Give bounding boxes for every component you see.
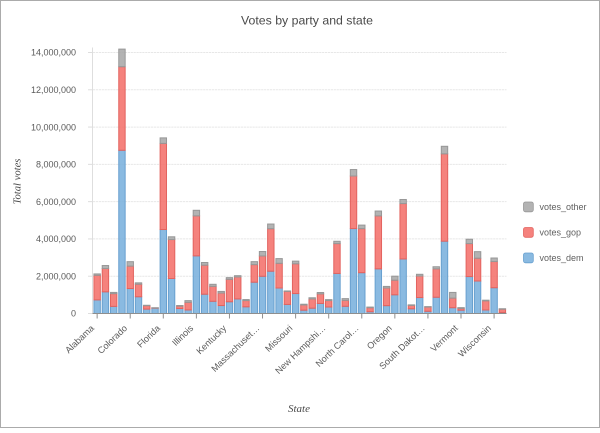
- svg-text:Total votes: Total votes: [13, 159, 24, 205]
- svg-text:Votes by party and state: Votes by party and state: [241, 14, 373, 28]
- svg-text:votes_other: votes_other: [540, 202, 587, 212]
- svg-text:6,000,000: 6,000,000: [36, 197, 76, 207]
- svg-text:4,000,000: 4,000,000: [36, 234, 76, 244]
- svg-text:votes_dem: votes_dem: [540, 253, 584, 263]
- svg-text:State: State: [288, 403, 310, 415]
- svg-text:8,000,000: 8,000,000: [36, 160, 76, 170]
- svg-text:10,000,000: 10,000,000: [31, 122, 76, 132]
- svg-text:14,000,000: 14,000,000: [31, 48, 76, 58]
- svg-text:12,000,000: 12,000,000: [31, 85, 76, 95]
- svg-text:votes_gop: votes_gop: [540, 228, 582, 238]
- svg-text:0: 0: [71, 309, 76, 319]
- svg-text:2,000,000: 2,000,000: [36, 271, 76, 281]
